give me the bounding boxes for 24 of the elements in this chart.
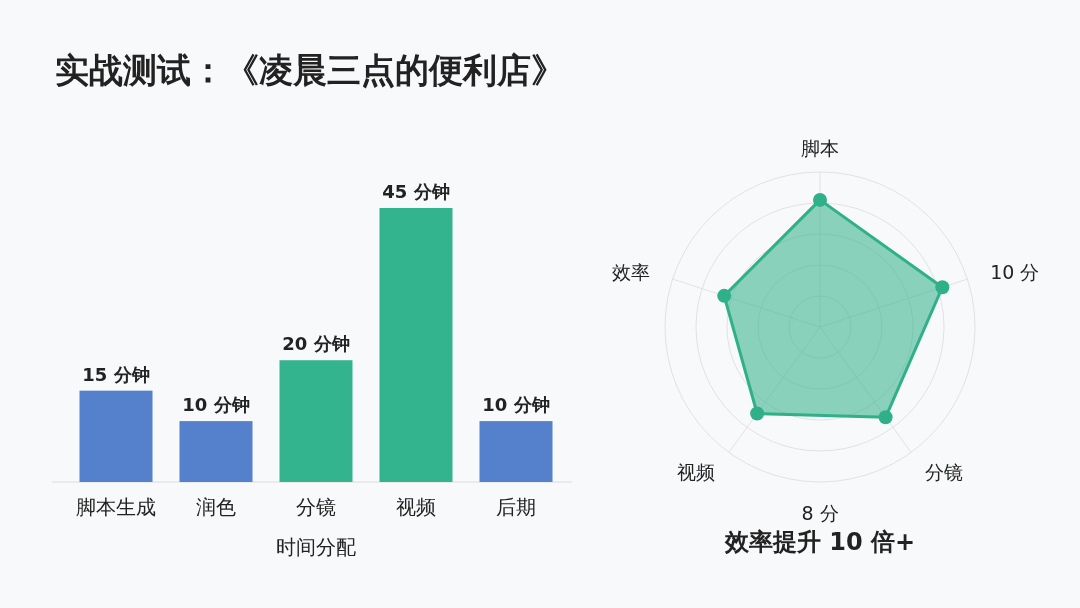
x-tick-label: 后期 [496, 495, 536, 519]
x-axis-title: 时间分配 [276, 535, 356, 559]
data-label: 10 分钟 [482, 394, 550, 416]
bar [379, 208, 453, 482]
x-tick-label: 润色 [196, 495, 236, 519]
x-tick-label: 视频 [396, 495, 436, 519]
bar [179, 421, 253, 482]
data-label: 45 分钟 [382, 181, 450, 202]
x-tick-label: 分镜 [296, 495, 336, 519]
data-label: 10 分钟 [182, 394, 250, 416]
spoke-label: 10 分 [990, 260, 1040, 283]
bar [279, 360, 353, 482]
spoke-label: 脚本 [801, 137, 839, 159]
bar [79, 390, 153, 482]
text: 8 分 [801, 502, 839, 524]
data-label: 15 分钟 [82, 363, 150, 385]
bar [479, 421, 553, 482]
chart-title: 实战测试：《凌晨三点的便利店》 [55, 50, 565, 90]
x-tick-label: 脚本生成 [76, 495, 156, 519]
spoke-label: 视频 [676, 460, 715, 483]
spoke-label: 效率 [611, 260, 650, 283]
text: 效率提升 10 倍+ [723, 528, 916, 556]
data-label: 20 分钟 [282, 333, 350, 355]
spoke-label: 分镜 [925, 460, 964, 483]
